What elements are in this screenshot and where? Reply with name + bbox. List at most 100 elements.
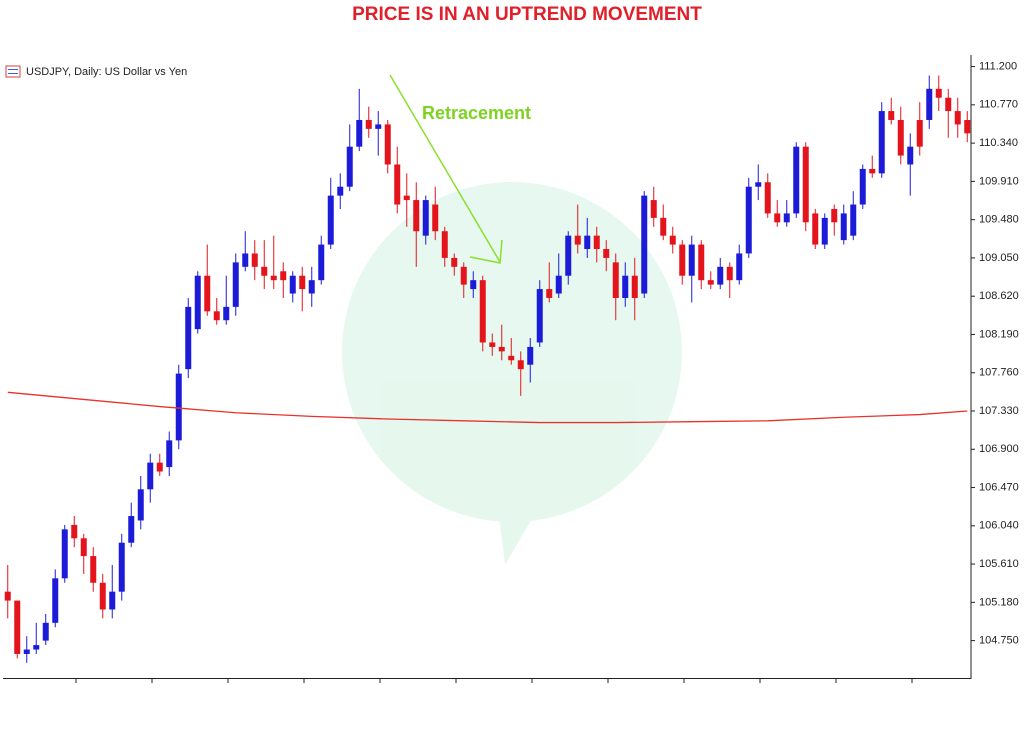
candle-body bbox=[717, 266, 724, 285]
candle-body bbox=[840, 213, 847, 241]
y-tick-label: 109.910 bbox=[979, 175, 1019, 187]
candle-body bbox=[213, 311, 220, 321]
candle-body bbox=[375, 124, 382, 129]
candle-body bbox=[565, 235, 572, 276]
candle-body bbox=[270, 275, 277, 281]
chart-title: PRICE IS IN AN UPTREND MOVEMENT bbox=[352, 4, 702, 25]
candle-body bbox=[128, 516, 135, 543]
candle-body bbox=[137, 489, 144, 521]
candle-body bbox=[926, 88, 933, 120]
arrow-head bbox=[469, 239, 503, 264]
candle-body bbox=[869, 168, 876, 174]
candle-body bbox=[622, 275, 629, 298]
candle-body bbox=[831, 208, 838, 223]
candle-body bbox=[574, 235, 581, 245]
candle-body bbox=[916, 119, 923, 147]
candle-body bbox=[679, 244, 686, 276]
candle-body bbox=[489, 342, 496, 347]
candle-body bbox=[33, 645, 40, 650]
candle-body bbox=[650, 200, 657, 218]
candle-body bbox=[460, 266, 467, 285]
candle-body bbox=[888, 111, 895, 120]
candle-body bbox=[470, 280, 477, 290]
candle-body bbox=[147, 462, 154, 490]
x-ticks bbox=[75, 678, 913, 683]
candle-body bbox=[774, 213, 781, 223]
candle-body bbox=[118, 542, 125, 592]
candle-body bbox=[394, 164, 401, 205]
candle-body bbox=[593, 235, 600, 250]
arrow bbox=[389, 74, 501, 263]
candle-body bbox=[42, 622, 49, 641]
candle-body bbox=[356, 119, 363, 147]
candle-body bbox=[508, 355, 515, 361]
candle-body bbox=[346, 146, 353, 187]
candle-body bbox=[527, 346, 534, 365]
candle-body bbox=[308, 280, 315, 294]
symbol-label: USDJPY, Daily: US Dollar vs Yen bbox=[26, 66, 187, 78]
candle-body bbox=[555, 275, 562, 294]
y-tick-label: 108.620 bbox=[979, 290, 1019, 302]
y-tick-label: 105.610 bbox=[979, 558, 1019, 570]
candle-body bbox=[451, 257, 458, 267]
candle-body bbox=[365, 119, 372, 129]
candle-body bbox=[61, 529, 68, 579]
candle-body bbox=[175, 373, 182, 441]
candle-body bbox=[223, 306, 230, 321]
symbol-icon bbox=[5, 65, 21, 78]
candle-body bbox=[546, 289, 553, 298]
watermark bbox=[342, 182, 682, 565]
candle-body bbox=[384, 124, 391, 165]
candle-body bbox=[907, 146, 914, 165]
candle-body bbox=[764, 182, 771, 214]
y-tick-label: 111.200 bbox=[979, 60, 1017, 72]
candle-body bbox=[403, 195, 410, 201]
y-tick-label: 108.190 bbox=[979, 328, 1019, 340]
candle-body bbox=[745, 186, 752, 254]
candle-body bbox=[23, 649, 30, 654]
candle-body bbox=[204, 275, 211, 312]
candle-body bbox=[232, 262, 239, 307]
candle-body bbox=[280, 271, 287, 281]
candle-body bbox=[954, 111, 961, 125]
candle-body bbox=[812, 213, 819, 245]
y-tick-label: 106.900 bbox=[979, 443, 1019, 455]
candle-body bbox=[707, 280, 714, 285]
candle-body bbox=[660, 217, 667, 236]
candle-body bbox=[859, 168, 866, 205]
annotation: Retracement bbox=[422, 103, 531, 123]
y-tick-label: 109.050 bbox=[979, 252, 1019, 264]
candle-body bbox=[166, 440, 173, 468]
candle-body bbox=[14, 600, 21, 654]
candle-body bbox=[422, 200, 429, 236]
y-tick-label: 107.330 bbox=[979, 405, 1019, 417]
candle-body bbox=[261, 266, 268, 276]
candle-body bbox=[878, 111, 885, 174]
candle-body bbox=[71, 524, 78, 539]
candle-body bbox=[90, 556, 97, 583]
candle-body bbox=[242, 253, 249, 267]
candle-body bbox=[726, 266, 733, 281]
candle-body bbox=[318, 244, 325, 281]
moving-average bbox=[7, 391, 968, 424]
candle-body bbox=[517, 360, 524, 370]
candle-body bbox=[337, 186, 344, 196]
y-tick-label: 110.770 bbox=[979, 99, 1018, 111]
candle-body bbox=[584, 235, 591, 250]
y-tick-label: 110.340 bbox=[979, 137, 1018, 149]
candle-body bbox=[945, 97, 952, 112]
candle-body bbox=[850, 204, 857, 236]
candle-body bbox=[783, 213, 790, 223]
candle-body bbox=[935, 88, 942, 98]
candle-body bbox=[802, 146, 809, 223]
y-tick-label: 104.750 bbox=[979, 635, 1019, 647]
candle-body bbox=[793, 146, 800, 214]
candle-body bbox=[536, 289, 543, 343]
candle-body bbox=[821, 217, 828, 245]
y-tick-label: 106.040 bbox=[979, 520, 1019, 532]
candle-body bbox=[603, 249, 610, 258]
candle-body bbox=[194, 275, 201, 330]
candle-body bbox=[736, 253, 743, 281]
candle-body bbox=[498, 346, 505, 352]
